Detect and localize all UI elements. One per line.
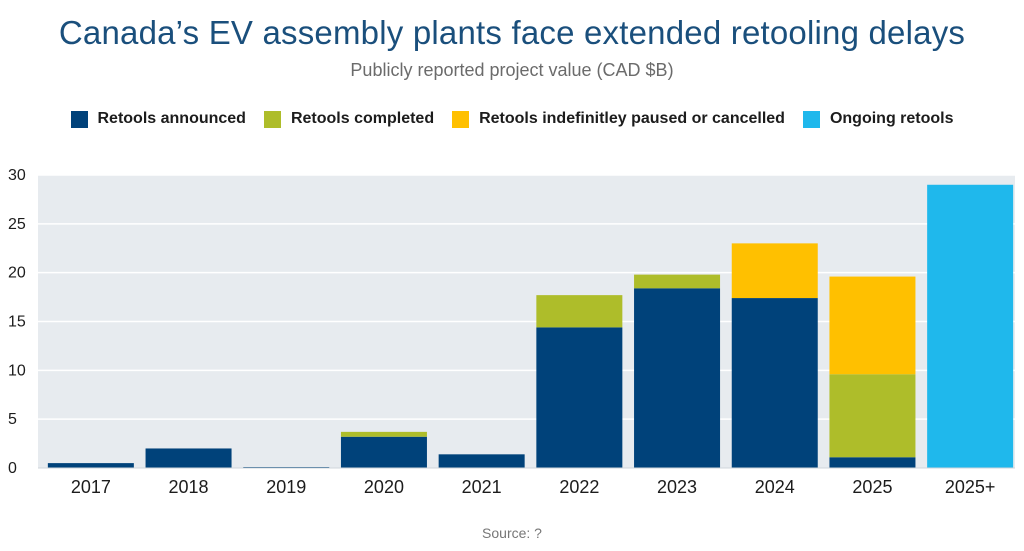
legend-label-announced: Retools announced xyxy=(97,110,246,127)
chart-source: Source: ? xyxy=(482,525,542,541)
legend-swatch-ongoing xyxy=(802,110,820,128)
x-tick-label: 2021 xyxy=(462,477,502,497)
bar-2025-series-2 xyxy=(829,276,916,375)
bar-2024-series-0 xyxy=(731,298,818,468)
y-tick-label: 25 xyxy=(8,216,26,233)
legend-swatch-completed xyxy=(263,110,281,128)
x-tick-label: 2025+ xyxy=(945,477,996,497)
legend-swatch-announced xyxy=(70,110,88,128)
y-tick-label: 20 xyxy=(8,265,26,282)
x-tick-label: 2023 xyxy=(657,477,697,497)
y-tick-label: 10 xyxy=(8,362,26,379)
bar-2022-series-0 xyxy=(536,327,623,468)
chart-subtitle: Publicly reported project value (CAD $B) xyxy=(350,60,674,80)
chart-legend: Retools announced Retools completed Reto… xyxy=(0,110,1024,128)
bar-2017-series-0 xyxy=(47,463,134,468)
bar-2023-series-1 xyxy=(634,274,721,289)
legend-item-ongoing: Ongoing retools xyxy=(802,110,954,128)
bar-2021-series-0 xyxy=(438,454,525,468)
legend-item-announced: Retools announced xyxy=(70,110,246,128)
bar-2025-series-0 xyxy=(829,457,916,468)
legend-label-paused: Retools indefinitley paused or cancelled xyxy=(479,110,785,127)
legend-item-completed: Retools completed xyxy=(263,110,435,128)
chart-title: Canada’s EV assembly plants face extende… xyxy=(58,14,966,51)
bar-2025+-series-3 xyxy=(927,184,1014,468)
y-tick-label: 15 xyxy=(8,314,26,331)
legend-item-paused: Retools indefinitley paused or cancelled xyxy=(452,110,785,128)
legend-label-completed: Retools completed xyxy=(290,110,435,127)
legend-swatch-paused xyxy=(452,110,470,128)
y-tick-label: 0 xyxy=(8,460,17,477)
x-tick-label: 2020 xyxy=(364,477,404,497)
x-tick-label: 2024 xyxy=(755,477,795,497)
y-tick-label: 30 xyxy=(8,167,26,184)
bar-2023-series-0 xyxy=(634,288,721,468)
x-tick-label: 2025 xyxy=(852,477,892,497)
bar-2020-series-0 xyxy=(340,436,427,468)
x-tick-label: 2017 xyxy=(71,477,111,497)
legend-label-ongoing: Ongoing retools xyxy=(829,110,954,127)
bar-2018-series-0 xyxy=(145,448,232,468)
bar-2022-series-1 xyxy=(536,295,623,328)
x-tick-label: 2019 xyxy=(266,477,306,497)
x-tick-label: 2022 xyxy=(559,477,599,497)
bar-2024-series-2 xyxy=(731,243,818,299)
bar-2025-series-1 xyxy=(829,374,916,458)
y-tick-label: 5 xyxy=(8,411,17,428)
bar-2020-series-1 xyxy=(340,431,427,437)
x-tick-label: 2018 xyxy=(169,477,209,497)
